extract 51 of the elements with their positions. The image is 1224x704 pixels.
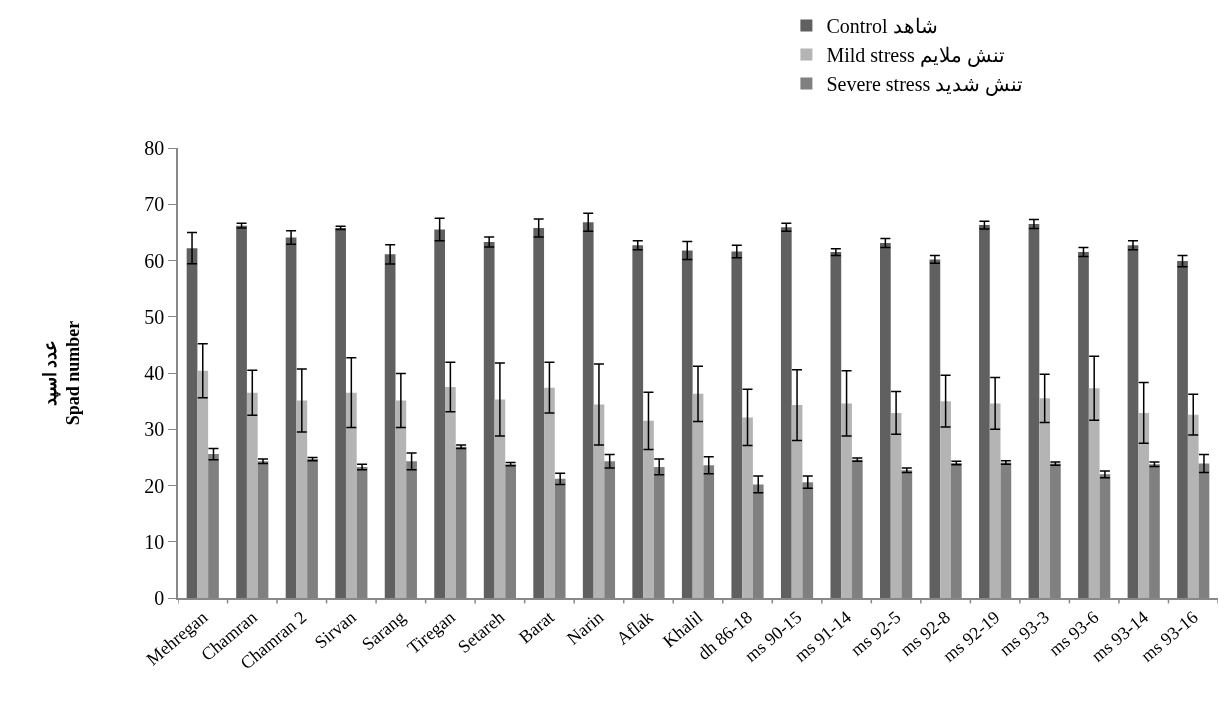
bar [445,387,456,598]
y-tick-label: 0 [154,587,165,609]
bar [742,417,753,598]
legend-label: Severe stress تنش شدید [826,73,1024,97]
bar [692,393,704,598]
bar [830,252,842,598]
y-tick-label: 20 [144,474,165,497]
bar [841,403,852,598]
y-tick-label: 80 [144,137,165,159]
bar [186,248,198,598]
bar [1088,388,1100,598]
y-tick-label: 40 [144,362,165,384]
bar [1078,252,1089,598]
bar [533,227,545,598]
bar [285,237,297,598]
bar [989,403,1001,598]
bar [1028,223,1040,598]
bar [1187,414,1199,598]
bar [731,251,743,598]
bar [1177,261,1188,598]
bar [1127,245,1139,598]
bar [643,420,654,598]
bar [395,400,407,598]
bar [979,225,990,598]
legend-label: Mild stress تنش ملایم [826,44,1005,68]
bar [434,229,446,598]
bar [929,259,941,598]
bar [681,250,693,598]
bar [483,241,495,598]
bar [1138,412,1150,598]
y-tick-label: 30 [144,418,165,441]
bar [780,227,792,598]
bar [236,225,247,598]
bar [544,387,555,598]
legend-label: Control شاهد [826,15,938,38]
y-tick-label: 50 [144,305,165,328]
bar [296,400,308,598]
bar [940,401,951,598]
bar [880,243,891,598]
y-tick-label: 70 [144,193,165,216]
bar [582,222,594,598]
bar [1039,398,1051,598]
y-tick-label: 10 [144,530,165,553]
y-tick-label: 60 [144,249,165,272]
bar [632,245,644,598]
bar [890,412,902,598]
bar [246,392,258,598]
bar [197,370,209,598]
bar [384,254,396,598]
bar [345,392,357,598]
bar [335,227,346,598]
